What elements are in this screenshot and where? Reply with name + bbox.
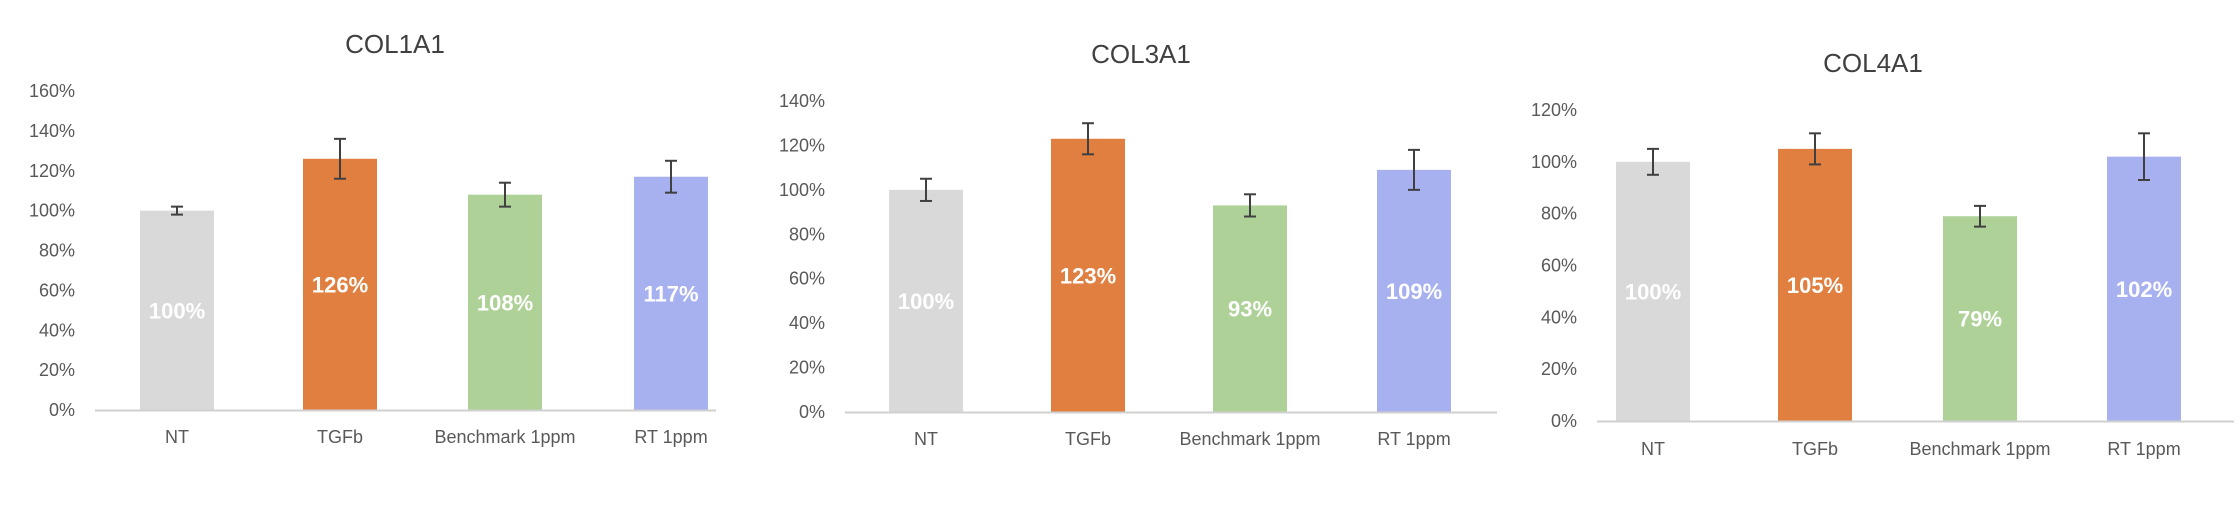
bar [1616, 161, 1690, 422]
y-tick-label: 40% [1541, 307, 1577, 327]
category-label: Benchmark 1ppm [1909, 439, 2050, 459]
category-label: RT 1ppm [634, 427, 707, 447]
data-label: 108% [477, 290, 533, 315]
bar [1377, 169, 1451, 412]
y-tick-label: 80% [39, 241, 75, 261]
data-label: 109% [1386, 279, 1442, 304]
category-label: TGFb [317, 427, 363, 447]
data-label: 100% [1625, 279, 1681, 304]
y-tick-label: 100% [1531, 152, 1577, 172]
data-label: 100% [149, 298, 205, 323]
bar [1213, 205, 1287, 412]
y-tick-label: 100% [29, 201, 75, 221]
y-tick-label: 40% [789, 313, 825, 333]
category-label: RT 1ppm [1377, 429, 1450, 449]
y-tick-label: 20% [1541, 359, 1577, 379]
y-tick-label: 80% [1541, 204, 1577, 224]
y-tick-label: 120% [29, 161, 75, 181]
bar [140, 210, 214, 410]
y-tick-label: 0% [799, 402, 825, 422]
chart-col1a1: COL1A1 0% 20% 40% 60% 80% 100% 120% 140% 160% 100%… [29, 29, 716, 447]
y-tick-label: 0% [49, 400, 75, 420]
chart-col3a1-panel: COL3A1 0% 20% 40% 60% 80% 100% 120% 140% 100% NT 12… [752, 0, 1500, 507]
y-tick-label: 140% [29, 121, 75, 141]
y-tick-label: 120% [1531, 100, 1577, 120]
col1a1-title: COL1A1 [345, 29, 445, 59]
y-tick-label: 40% [39, 320, 75, 340]
y-tick-label: 20% [789, 358, 825, 378]
category-label: Benchmark 1ppm [434, 427, 575, 447]
category-label: NT [914, 429, 938, 449]
col4a1-title: COL4A1 [1823, 48, 1923, 78]
data-label: 123% [1060, 263, 1116, 288]
y-tick-label: 60% [39, 280, 75, 300]
chart-col4a1-panel: COL4A1 0% 20% 40% 60% 80% 100% 120% 100% NT 105% TG… [1504, 0, 2240, 507]
bar [1943, 216, 2017, 421]
category-label: Benchmark 1ppm [1179, 429, 1320, 449]
category-label: NT [165, 427, 189, 447]
y-tick-label: 0% [1551, 411, 1577, 431]
y-tick-label: 60% [789, 269, 825, 289]
chart-col3a1: COL3A1 0% 20% 40% 60% 80% 100% 120% 140% 100% NT 12… [779, 39, 1497, 449]
category-label: TGFb [1065, 429, 1111, 449]
bar [2107, 156, 2181, 421]
bar [634, 176, 708, 410]
bar [889, 189, 963, 412]
bar [303, 158, 377, 410]
bar [1051, 138, 1125, 412]
data-label: 100% [898, 289, 954, 314]
data-label: 105% [1787, 273, 1843, 298]
bar [1778, 148, 1852, 421]
category-label: NT [1641, 439, 1665, 459]
col3a1-title: COL3A1 [1091, 39, 1191, 69]
y-tick-label: 80% [789, 224, 825, 244]
y-tick-label: 160% [29, 81, 75, 101]
y-tick-label: 20% [39, 360, 75, 380]
data-label: 117% [643, 281, 698, 306]
data-label: 126% [312, 272, 368, 297]
chart-col4a1: COL4A1 0% 20% 40% 60% 80% 100% 120% 100% NT 105% TG… [1531, 48, 2234, 459]
y-tick-label: 100% [779, 180, 825, 200]
y-tick-label: 120% [779, 135, 825, 155]
data-label: 93% [1228, 297, 1272, 322]
bar [468, 194, 542, 410]
y-tick-label: 60% [1541, 256, 1577, 276]
data-label: 102% [2116, 277, 2172, 302]
data-label: 79% [1958, 307, 2002, 332]
y-tick-label: 140% [779, 91, 825, 111]
chart-col1a1-panel: COL1A1 0% 20% 40% 60% 80% 100% 120% 140% 160% 100%… [0, 0, 746, 507]
category-label: RT 1ppm [2107, 439, 2180, 459]
category-label: TGFb [1792, 439, 1838, 459]
